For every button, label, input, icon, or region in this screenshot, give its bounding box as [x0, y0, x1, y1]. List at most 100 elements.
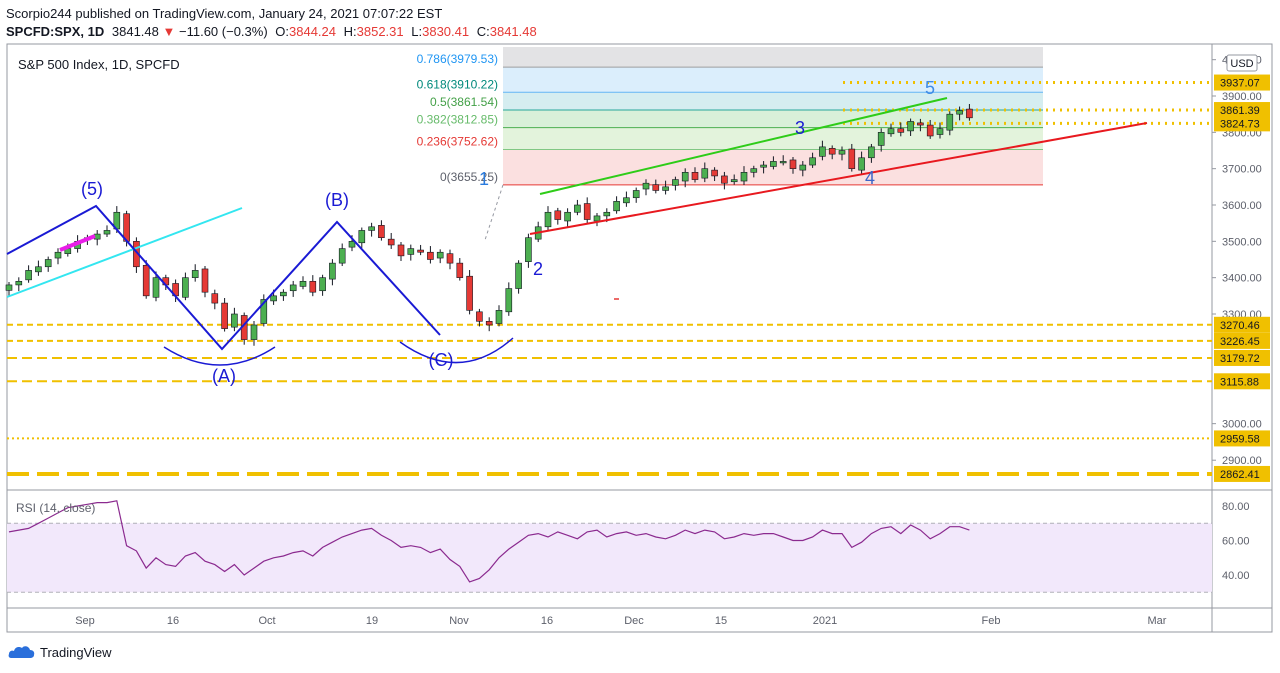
fib-level-label: 0.786(3979.53)	[417, 52, 498, 66]
candle	[877, 128, 885, 152]
candle-body	[701, 168, 709, 179]
chart-frame	[6, 43, 1273, 633]
wave-label: (B)	[325, 190, 349, 210]
candle	[652, 179, 660, 194]
candle-body	[44, 259, 52, 268]
candle	[848, 143, 856, 172]
candle-body	[564, 211, 571, 222]
candle-body	[936, 128, 944, 135]
candle	[956, 106, 963, 121]
candle-body	[554, 210, 562, 220]
rsi-line	[8, 500, 970, 583]
candle-body	[387, 238, 395, 246]
candle	[289, 280, 297, 297]
price-label: 3179.72	[1220, 353, 1260, 365]
candle-body	[750, 168, 758, 173]
candle	[544, 206, 552, 231]
candle-body	[848, 148, 856, 169]
symbol-label: SPCFD:SPX, 1D	[6, 24, 105, 39]
time-tick-label: 16	[167, 615, 179, 627]
high-label: H:	[343, 24, 357, 39]
candle	[476, 308, 483, 327]
currency-badge	[1226, 54, 1258, 72]
wave-label: 5	[925, 78, 935, 98]
publisher-line: Scorpio244 published on TradingView.com,…	[6, 6, 443, 21]
candle-body	[329, 262, 336, 280]
candle	[240, 312, 248, 345]
candle-body	[799, 164, 807, 171]
candle-body	[358, 230, 366, 244]
candle-body	[505, 288, 513, 313]
candle-body	[789, 159, 797, 169]
price-label-box	[1214, 74, 1270, 91]
candle	[887, 123, 895, 137]
price-label: 2862.41	[1220, 469, 1260, 481]
candle-body	[103, 230, 111, 235]
wave-arc-c	[399, 337, 514, 364]
candle	[397, 242, 405, 261]
candle-body	[476, 311, 483, 322]
candle	[897, 122, 905, 137]
candle	[15, 277, 23, 292]
time-tick-label: Mar	[1148, 615, 1167, 627]
candle-body	[956, 110, 963, 115]
candle	[564, 208, 571, 228]
candle-body	[182, 277, 189, 298]
candle-body	[378, 225, 385, 238]
candle	[427, 246, 434, 264]
candle-body	[691, 172, 699, 180]
fib-level-label: 0.236(3752.62)	[417, 135, 498, 149]
candle-body	[907, 121, 914, 132]
price-tick-label: 3900.00	[1222, 91, 1262, 103]
candle-body	[338, 248, 346, 264]
tradingview-footer[interactable]: TradingView	[8, 644, 112, 660]
time-tick-label: 15	[715, 615, 727, 627]
candle	[525, 233, 532, 268]
change-value: −11.60 (−0.3%)	[179, 24, 268, 39]
candle-body	[250, 324, 258, 340]
rsi-band	[7, 523, 1212, 593]
candle-body	[828, 148, 836, 155]
last-price: 3841.48	[111, 24, 159, 39]
candle	[436, 249, 444, 264]
candle-body	[201, 268, 209, 293]
candle	[936, 122, 944, 139]
time-tick-label: 16	[541, 615, 553, 627]
chart-title: S&P 500 Index, 1D, SPCFD	[18, 57, 180, 72]
candle	[191, 264, 199, 282]
candle-body	[662, 186, 669, 191]
candle	[721, 171, 728, 190]
candle	[583, 197, 591, 224]
candle	[260, 294, 268, 327]
candle-body	[593, 215, 601, 222]
candle	[201, 266, 209, 298]
candle	[681, 168, 689, 188]
candle-body	[25, 270, 32, 281]
candle-body	[652, 184, 660, 191]
candle-body	[407, 248, 415, 255]
candle-body	[740, 172, 748, 182]
candle	[632, 187, 640, 203]
candle	[152, 271, 160, 302]
candle-body	[280, 291, 287, 297]
candle	[35, 260, 42, 276]
price-tick-label: 2900.00	[1222, 455, 1262, 467]
candle-body	[299, 280, 307, 287]
price-tick-label: 3400.00	[1222, 273, 1262, 285]
candle-body	[946, 113, 954, 131]
candle-body	[613, 201, 620, 212]
candle	[613, 196, 620, 214]
candle-body	[672, 179, 679, 186]
candle	[740, 166, 748, 186]
candle	[799, 161, 807, 177]
candle	[515, 260, 522, 294]
candle	[456, 258, 464, 281]
price-label-box	[1214, 465, 1270, 482]
candle	[338, 243, 346, 267]
candle-body	[544, 211, 552, 228]
wave-label: (5)	[81, 179, 103, 199]
close-value: 3841.48	[489, 24, 537, 39]
candle	[495, 305, 503, 327]
candle-body	[15, 280, 23, 286]
